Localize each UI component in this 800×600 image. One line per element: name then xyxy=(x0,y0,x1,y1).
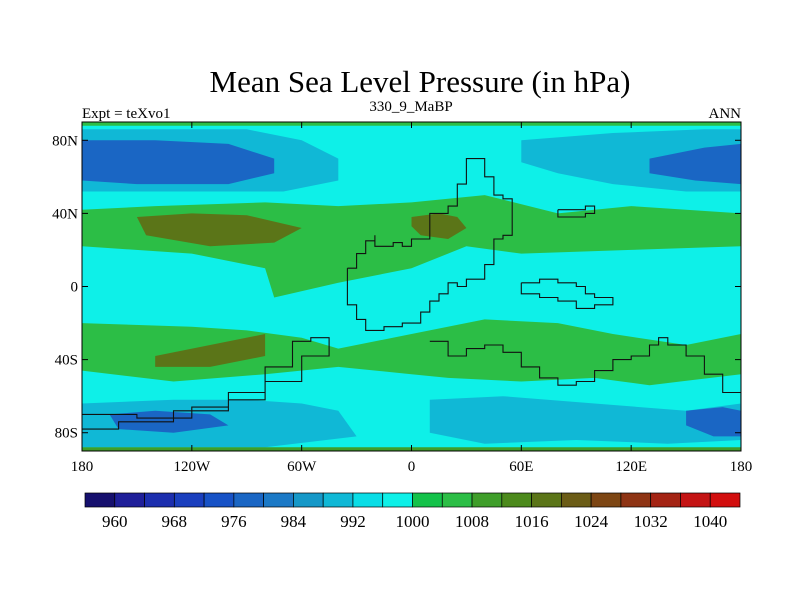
x-axis: 180 120W 60W 0 60E 120E 180 xyxy=(71,122,753,475)
y-tick-label: 40S xyxy=(55,353,78,369)
x-tick-label: 60W xyxy=(287,459,317,475)
colorbar-swatch xyxy=(293,492,324,508)
map-plot-area xyxy=(82,122,741,451)
y-axis: 80N 40N 0 40S 80S xyxy=(52,133,741,442)
colorbar-swatch xyxy=(441,492,473,508)
colorbar-label: 984 xyxy=(281,512,307,531)
colorbar-label: 960 xyxy=(102,512,128,531)
x-tick-label: 180 xyxy=(730,459,753,475)
colorbar-swatch xyxy=(173,492,205,508)
colorbar-label: 976 xyxy=(221,512,247,531)
colorbar-swatch xyxy=(590,492,622,508)
colorbar-label: 1024 xyxy=(574,512,609,531)
colorbar-swatch xyxy=(114,492,145,508)
colorbar-swatch xyxy=(501,492,532,508)
region-southern-ocean-east-core xyxy=(686,407,741,437)
colorbar-swatch xyxy=(352,492,384,508)
experiment-label: Expt = teXvo1 xyxy=(82,106,170,122)
colorbar-label: 1008 xyxy=(455,512,489,531)
region-north-atlantic-low-core xyxy=(649,143,741,185)
y-tick-label: 40N xyxy=(52,206,78,222)
x-tick-label: 60E xyxy=(509,459,533,475)
colorbar-swatch xyxy=(680,492,711,508)
colorbar-label: 992 xyxy=(340,512,366,531)
x-tick-label: 180 xyxy=(71,459,94,475)
colorbar-label: 1040 xyxy=(693,512,727,531)
coastline-south-continent-arc xyxy=(82,337,330,433)
colorbar-swatch xyxy=(144,492,175,508)
colorbar-swatch xyxy=(561,492,592,508)
region-south-pacific-high xyxy=(155,334,266,367)
coastline-southern-landmass xyxy=(429,337,741,404)
y-tick-label: 80N xyxy=(52,133,78,149)
colorbar-swatch xyxy=(650,492,681,508)
colorbar-swatch xyxy=(322,492,354,508)
y-tick-label: 0 xyxy=(71,280,79,296)
region-southern-ocean-east-trough xyxy=(429,396,741,444)
chart-title: Mean Sea Level Pressure (in hPa) xyxy=(210,64,631,99)
colorbar-label: 1032 xyxy=(634,512,668,531)
coastline-east-islands xyxy=(520,278,614,309)
colorbar-label: 1016 xyxy=(515,512,549,531)
x-tick-label: 0 xyxy=(408,459,416,475)
coastline-north-continent xyxy=(346,158,513,331)
colorbar-swatch xyxy=(203,492,235,508)
colorbar-swatch xyxy=(709,492,741,508)
colorbar-swatch xyxy=(233,492,264,508)
x-tick-label: 120W xyxy=(173,459,211,475)
colorbar: 960 968 976 984 992 1000 1008 1016 1024 1032 1040 xyxy=(84,492,741,531)
colorbar-label: 968 xyxy=(162,512,188,531)
colorbar-swatch xyxy=(471,492,503,508)
y-tick-label: 80S xyxy=(55,426,78,442)
season-label: ANN xyxy=(709,106,742,122)
colorbar-swatch xyxy=(84,492,116,508)
colorbar-swatch xyxy=(531,492,562,508)
x-tick-label: 120E xyxy=(615,459,647,475)
coastline-northeast-island xyxy=(557,205,596,218)
region-north-pacific-low-core xyxy=(82,140,275,185)
colorbar-swatch xyxy=(620,492,652,508)
region-north-pacific-high xyxy=(136,213,302,247)
period-label: 330_9_MaBP xyxy=(369,99,452,115)
region-southern-high-belt xyxy=(82,319,741,386)
colorbar-label: 1000 xyxy=(396,512,430,531)
colorbar-swatch xyxy=(263,492,294,508)
colorbar-swatch xyxy=(412,492,443,508)
colorbar-swatch xyxy=(382,492,413,508)
region-tethys-high xyxy=(411,213,467,239)
